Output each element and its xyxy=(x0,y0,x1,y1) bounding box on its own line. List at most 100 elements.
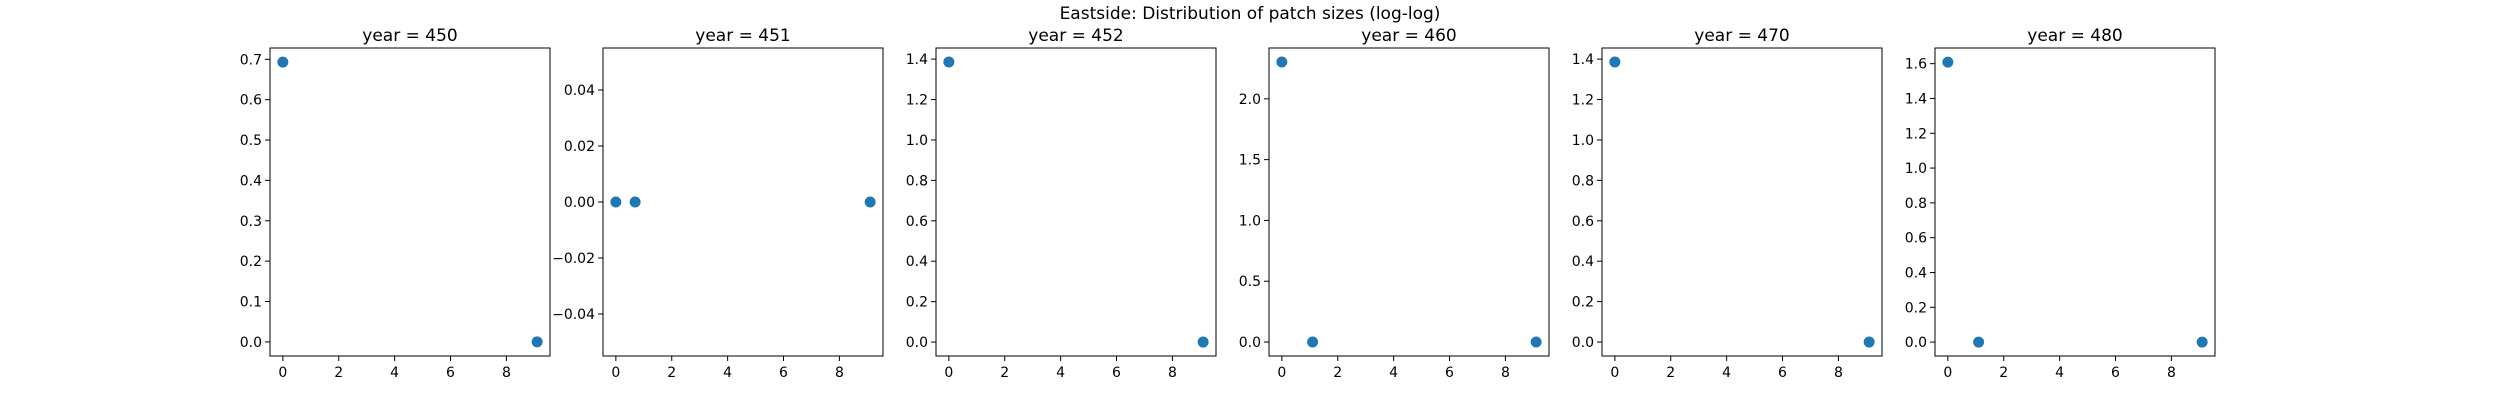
axes-frame xyxy=(935,47,1217,357)
y-tick-label: 0.8 xyxy=(1572,173,1594,189)
x-tick-label: 2 xyxy=(1333,365,1342,381)
y-tick-label: 0.6 xyxy=(906,214,928,230)
y-tick-label: 0.2 xyxy=(240,254,262,270)
y-tick-label: 1.0 xyxy=(1905,161,1927,177)
x-tick-label: 6 xyxy=(1778,365,1787,381)
x-tick-label: 8 xyxy=(1168,365,1177,381)
y-tick-label: 0.4 xyxy=(906,254,928,270)
data-point xyxy=(943,56,955,68)
x-tick-label: 0 xyxy=(278,365,287,381)
y-tick-label: 0.4 xyxy=(1572,254,1594,270)
y-tick-label: 0.2 xyxy=(906,295,928,311)
x-tick-label: 4 xyxy=(390,365,399,381)
y-tick-label: 0.02 xyxy=(564,139,595,155)
x-tick-label: 4 xyxy=(1056,365,1065,381)
data-point xyxy=(1942,56,1954,68)
y-tick-label: 1.4 xyxy=(1905,91,1927,107)
y-tick-label: 2.0 xyxy=(1239,92,1261,108)
axes-frame xyxy=(1268,47,1550,357)
y-tick-label: 1.2 xyxy=(1572,93,1594,109)
y-tick-label: 0.1 xyxy=(240,295,262,311)
x-tick-label: 0 xyxy=(1277,365,1286,381)
x-tick-label: 0 xyxy=(611,365,620,381)
data-point xyxy=(1307,336,1319,348)
y-tick-label: −0.02 xyxy=(552,251,595,267)
subplot-title: year = 450 xyxy=(362,26,457,46)
y-tick-label: 1.0 xyxy=(1239,213,1261,229)
x-tick-label: 6 xyxy=(2111,365,2120,381)
subplot-title: year = 452 xyxy=(1028,26,1123,46)
y-tick-label: 0.0 xyxy=(906,335,928,351)
axes-frame xyxy=(269,47,551,357)
subplot-5: year = 470 0 2 4 6 8 0.0 0.2 0.4 0.6 0.8 1.0 1.2 1.4 xyxy=(1572,26,1883,381)
data-point xyxy=(1609,56,1621,68)
x-tick-label: 2 xyxy=(1666,365,1675,381)
y-tick-label: 0.0 xyxy=(1239,335,1261,351)
y-tick-label: 0.3 xyxy=(240,214,262,230)
y-tick-label: 1.5 xyxy=(1239,153,1261,169)
x-tick-label: 6 xyxy=(1112,365,1121,381)
x-tick-label: 2 xyxy=(667,365,676,381)
y-tick-label: 0.5 xyxy=(240,133,262,149)
axes-frame xyxy=(602,47,884,357)
data-point xyxy=(1276,56,1288,68)
data-point xyxy=(1973,336,1985,348)
data-point xyxy=(531,336,543,348)
data-point xyxy=(610,196,622,208)
y-tick-label: 1.4 xyxy=(906,52,928,68)
y-tick-label: 0.6 xyxy=(1905,231,1927,247)
x-tick-label: 2 xyxy=(1999,365,2008,381)
y-tick-label: 1.4 xyxy=(1572,52,1594,68)
x-tick-label: 0 xyxy=(944,365,953,381)
y-tick-label: 0.0 xyxy=(240,335,262,351)
figure-suptitle: Eastside: Distribution of patch sizes (l… xyxy=(1059,4,1441,24)
data-point xyxy=(629,196,641,208)
y-tick-label: 0.7 xyxy=(240,52,262,68)
y-tick-label: 0.4 xyxy=(240,173,262,189)
data-point xyxy=(1197,336,1209,348)
y-tick-label: 1.0 xyxy=(1572,133,1594,149)
y-tick-label: 0.8 xyxy=(1905,196,1927,212)
subplot-title: year = 480 xyxy=(2027,26,2122,46)
subplot-6: year = 480 0 2 4 6 8 0.0 0.2 0.4 0.6 0.8 1.0 1.2 1.4 1… xyxy=(1905,26,2216,381)
y-tick-label: −0.04 xyxy=(552,307,595,323)
x-tick-label: 6 xyxy=(1445,365,1454,381)
subplot-title: year = 460 xyxy=(1361,26,1456,46)
x-tick-label: 4 xyxy=(2055,365,2064,381)
x-tick-label: 4 xyxy=(1722,365,1731,381)
x-tick-label: 4 xyxy=(1389,365,1398,381)
y-tick-label: 0.4 xyxy=(1905,265,1927,281)
x-tick-label: 4 xyxy=(723,365,732,381)
x-tick-label: 0 xyxy=(1943,365,1952,381)
subplot-2: year = 451 0 2 4 6 8 −0.04 −0.02 0.00 0.02 0.04 xyxy=(552,26,884,381)
x-tick-label: 2 xyxy=(334,365,343,381)
axes-frame xyxy=(1601,47,1883,357)
x-tick-label: 0 xyxy=(1610,365,1619,381)
data-point xyxy=(277,56,289,68)
subplot-4: year = 460 0 2 4 6 8 0.0 0.5 1.0 1.5 2.0 xyxy=(1239,26,1550,381)
y-tick-label: 1.6 xyxy=(1905,57,1927,73)
y-tick-label: 0.2 xyxy=(1905,300,1927,316)
y-tick-label: 0.5 xyxy=(1239,274,1261,290)
subplot-1: year = 450 0 2 4 6 8 0.0 0.1 0.2 0.3 0.4 0.5 0.6 0.7 xyxy=(240,26,551,381)
y-tick-label: 0.2 xyxy=(1572,295,1594,311)
y-tick-label: 0.8 xyxy=(906,173,928,189)
x-tick-label: 8 xyxy=(835,365,844,381)
data-point xyxy=(2196,336,2208,348)
y-tick-label: 1.2 xyxy=(906,93,928,109)
data-point xyxy=(1863,336,1875,348)
x-tick-label: 6 xyxy=(779,365,788,381)
y-tick-label: 0.0 xyxy=(1905,335,1927,351)
y-tick-label: 0.0 xyxy=(1572,335,1594,351)
y-tick-label: 1.0 xyxy=(906,133,928,149)
axes-frame xyxy=(1934,47,2216,357)
data-point xyxy=(864,196,876,208)
y-tick-label: 0.04 xyxy=(564,83,595,99)
subplot-3: year = 452 0 2 4 6 8 0.0 0.2 0.4 0.6 0.8 1.0 1.2 1.4 xyxy=(906,26,1217,381)
x-tick-label: 8 xyxy=(1501,365,1510,381)
y-tick-label: 0.00 xyxy=(564,195,595,211)
subplot-title: year = 470 xyxy=(1694,26,1789,46)
x-tick-label: 6 xyxy=(446,365,455,381)
data-point xyxy=(1530,336,1542,348)
